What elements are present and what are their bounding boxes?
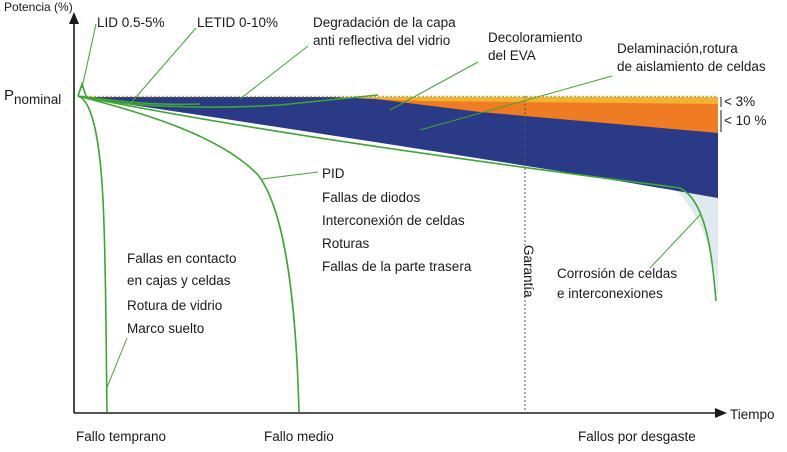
leader-delaminacion xyxy=(419,75,613,131)
mid-item-0: PID xyxy=(322,166,345,181)
leader-decoloramiento xyxy=(389,61,479,111)
orange-degradation-area xyxy=(360,97,718,133)
mid-item-2: Interconexión de celdas xyxy=(322,213,465,228)
x-axis-label: Tiempo xyxy=(730,407,775,422)
delaminacion-label-1: Delaminación,rotura xyxy=(617,41,738,56)
corrosion-area xyxy=(666,180,718,298)
early-failure-curve xyxy=(77,95,108,413)
mid-item-1: Fallas de diodos xyxy=(322,190,421,205)
wear-curve xyxy=(77,95,717,302)
lid-label: LID 0.5-5% xyxy=(97,15,165,30)
leader-degradacion xyxy=(239,45,309,100)
corrosion-label-1: Corrosión de celdas xyxy=(557,266,677,281)
degradacion-label-1: Degradación de la capa xyxy=(313,15,456,30)
y-axis-arrow xyxy=(69,12,79,24)
leader-pid xyxy=(261,171,319,180)
lid-curve xyxy=(77,94,379,108)
leader-corrosion xyxy=(649,214,701,269)
x-axis-arrow xyxy=(715,408,727,418)
leader-lid xyxy=(81,23,97,89)
lid-spike xyxy=(77,81,87,97)
bracket-10-label: < 10 % xyxy=(724,113,766,128)
mid-failure-curve xyxy=(77,95,300,413)
x-category-wear: Fallos por desgaste xyxy=(578,429,696,444)
p-nominal-label: Pnominal xyxy=(4,87,61,107)
corrosion-label-2: e interconexiones xyxy=(557,286,663,301)
garantia-label: Garantía xyxy=(521,245,536,298)
early-item-3: Marco suelto xyxy=(127,321,204,336)
decoloramiento-label-2: del EVA xyxy=(488,48,536,63)
leader-letid xyxy=(129,27,197,105)
leader-early xyxy=(105,337,128,391)
early-item-2: Rotura de vidrio xyxy=(127,298,222,313)
navy-degradation-area xyxy=(78,97,718,198)
delaminacion-label-2: de aislamiento de celdas xyxy=(617,59,766,74)
degradacion-label-2: anti reflectiva del vidrio xyxy=(313,33,450,48)
mid-item-4: Fallas de la parte trasera xyxy=(322,259,472,274)
mid-item-3: Roturas xyxy=(322,236,370,251)
y-axis-label: Potencia (%) xyxy=(4,0,73,14)
letid-label: LETID 0-10% xyxy=(197,15,278,30)
early-item-0: Fallas en contacto xyxy=(127,251,237,266)
x-category-early: Fallo temprano xyxy=(76,429,166,444)
bracket-3-label: < 3% xyxy=(724,94,755,109)
x-category-mid: Fallo medio xyxy=(264,429,334,444)
early-item-1: en cajas y celdas xyxy=(127,273,231,288)
decoloramiento-label-1: Decoloramiento xyxy=(488,30,583,45)
